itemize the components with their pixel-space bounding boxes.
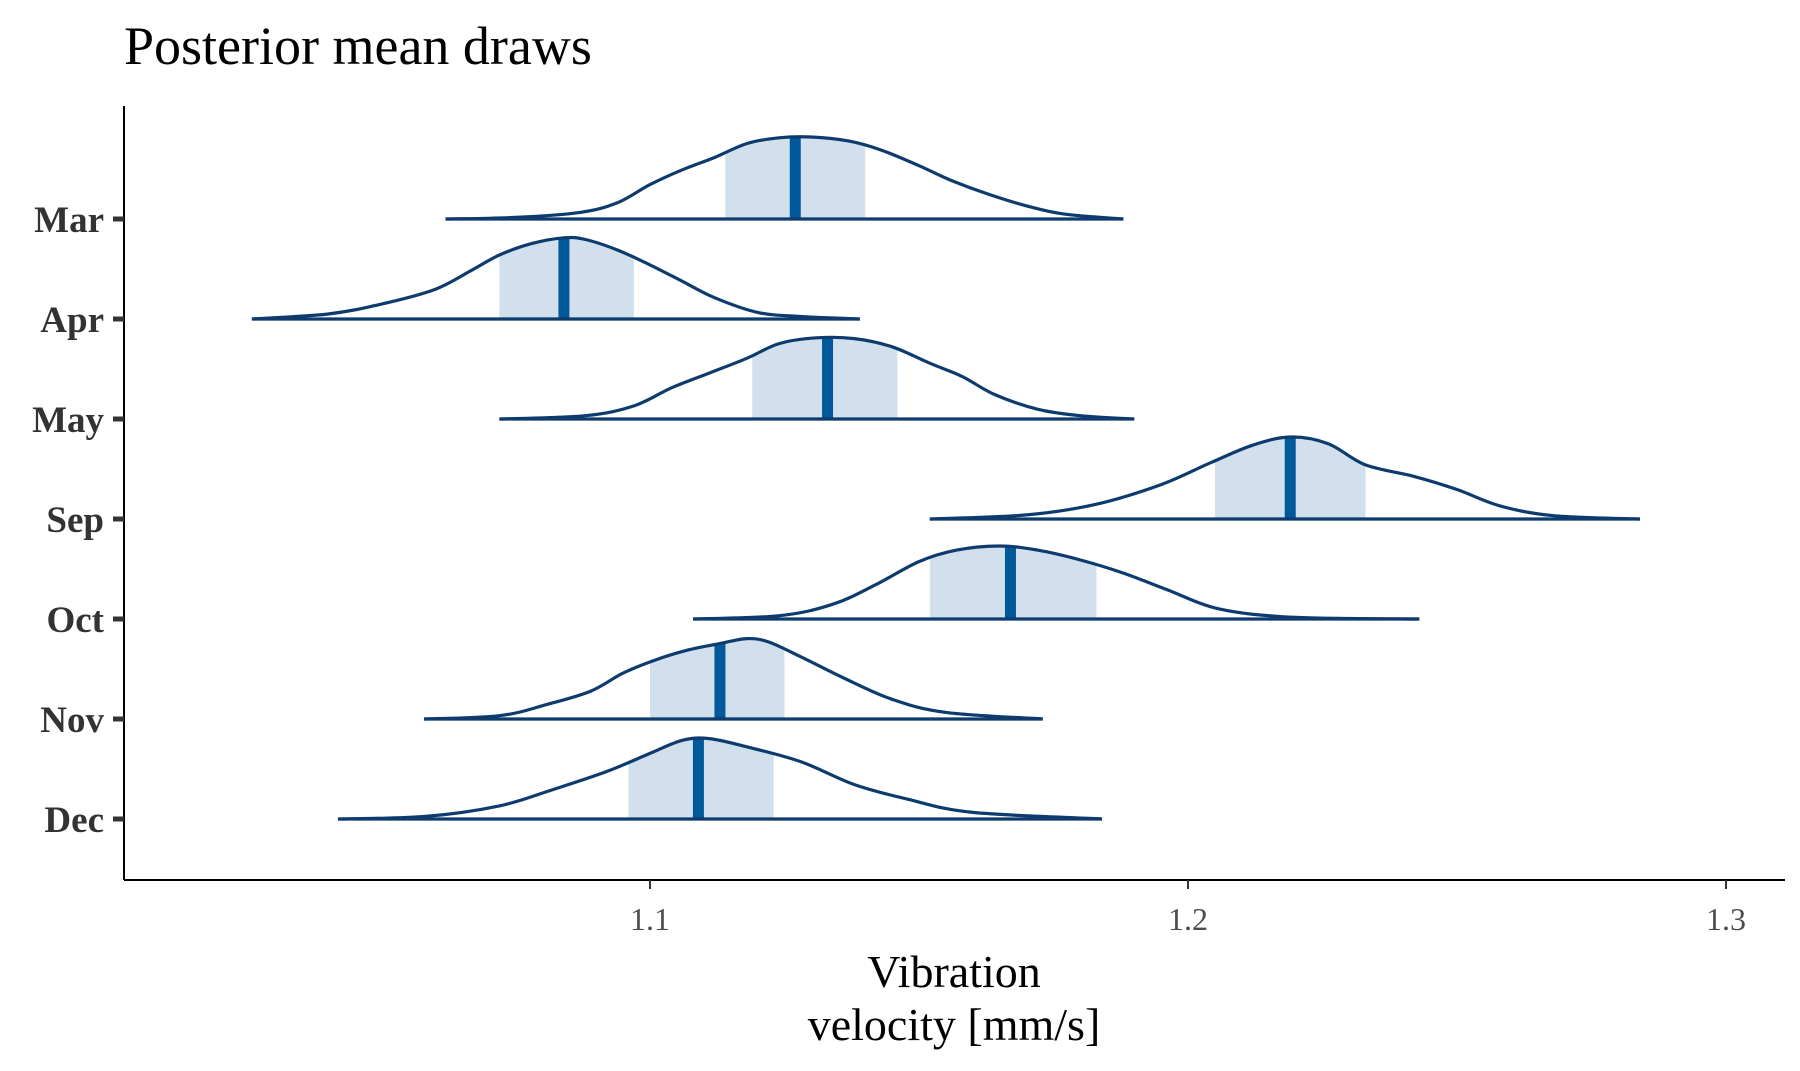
x-tick-label: 1.1 bbox=[630, 901, 670, 937]
y-tick-label-sep: Sep bbox=[46, 500, 104, 541]
density-curve bbox=[423, 636, 1043, 721]
ridge-apr bbox=[251, 235, 860, 321]
ridge-nov bbox=[423, 636, 1043, 721]
density-curve bbox=[929, 435, 1640, 521]
density-curve bbox=[445, 135, 1124, 221]
x-tick-label: 1.3 bbox=[1706, 901, 1746, 937]
ridge-dec bbox=[337, 736, 1102, 821]
ridge-sep bbox=[929, 435, 1640, 521]
y-ticks: Mar Apr May Sep Oct Nov Dec bbox=[32, 200, 124, 841]
x-axis-title-line-1: Vibration bbox=[867, 946, 1041, 997]
y-tick-label-mar: Mar bbox=[34, 200, 104, 241]
y-tick-label-apr: Apr bbox=[40, 300, 104, 341]
y-tick-label-may: May bbox=[32, 400, 104, 441]
density-ridges bbox=[251, 135, 1640, 821]
x-ticks: 1.1 1.2 1.3 bbox=[630, 880, 1746, 937]
x-tick-label: 1.2 bbox=[1168, 901, 1208, 937]
x-axis-title-line-2: velocity [mm/s] bbox=[808, 999, 1101, 1050]
ridge-may bbox=[499, 335, 1135, 421]
chart-title: Posterior mean draws bbox=[124, 16, 592, 76]
density-curve bbox=[499, 335, 1135, 421]
ridge-oct bbox=[692, 544, 1420, 621]
y-tick-label-dec: Dec bbox=[44, 800, 104, 841]
density-curve bbox=[337, 736, 1102, 821]
density-curve bbox=[251, 235, 860, 321]
ridge-mar bbox=[445, 135, 1124, 221]
y-tick-label-nov: Nov bbox=[40, 700, 104, 741]
axes bbox=[123, 106, 1785, 881]
density-curve bbox=[692, 544, 1420, 621]
y-tick-label-oct: Oct bbox=[46, 600, 104, 641]
